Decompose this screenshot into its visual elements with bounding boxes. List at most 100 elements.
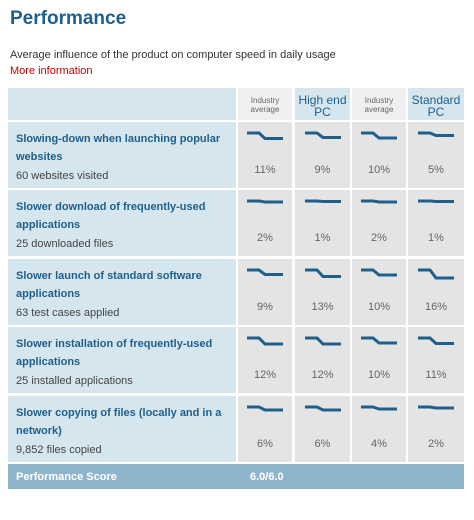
value-cell: 4% [352, 396, 406, 462]
value-cell: 11% [408, 327, 464, 393]
trend-line [304, 199, 341, 203]
trend-line [304, 336, 341, 346]
value-text: 9% [257, 301, 273, 313]
trend-icon [247, 405, 283, 412]
value-text: 5% [428, 164, 444, 176]
value-cell: 2% [352, 190, 406, 256]
row-title: Slower download of frequently-used appli… [16, 201, 206, 231]
row-label-cell: Slowing-down when launching popular webs… [8, 122, 236, 188]
value-text: 2% [371, 232, 387, 244]
trend-line [304, 405, 341, 412]
value-cell: 1% [408, 190, 464, 256]
row-detail: 9,852 files copied [16, 444, 102, 456]
title: Performance [10, 8, 127, 29]
value-text: 4% [371, 438, 387, 450]
row-label-cell: Slower copying of files (locally and in … [8, 396, 236, 462]
trend-line [304, 131, 341, 139]
trend-line [418, 131, 454, 137]
trend-line [247, 336, 283, 346]
trend-icon [418, 268, 454, 280]
row-detail: 25 downloaded files [16, 238, 114, 250]
trend-icon [361, 405, 397, 411]
trend-icon [418, 131, 454, 137]
value-text: 1% [428, 232, 444, 244]
value-text: 10% [367, 369, 391, 381]
row-label-cell: Slower installation of frequently-used a… [8, 327, 236, 393]
trend-line [361, 131, 397, 140]
row-detail: 63 test cases applied [16, 307, 120, 319]
row-label-cell: Slower launch of standard software appli… [8, 259, 236, 325]
trend-icon [247, 131, 283, 140]
value-cell: 2% [408, 396, 464, 462]
row-detail: 60 websites visited [16, 170, 109, 182]
trend-line [418, 336, 454, 345]
value-text: 10% [367, 301, 391, 313]
column-header: Industry average [352, 88, 406, 120]
trend-line [247, 268, 283, 276]
trend-line [361, 268, 397, 277]
trend-line [247, 131, 283, 140]
column-header: Standard PC [408, 88, 464, 120]
value-text: 13% [311, 301, 334, 313]
value-text: 2% [257, 232, 273, 244]
more-info-link[interactable]: More information [10, 65, 93, 77]
value-text: 6% [257, 438, 273, 450]
value-text: 2% [428, 438, 444, 450]
row-title: Slower launch of standard software appli… [16, 270, 202, 300]
value-cell: 9% [238, 259, 292, 325]
trend-icon [418, 405, 454, 410]
value-cell: 13% [295, 259, 350, 325]
score-value: 6.0/6.0 [236, 464, 464, 489]
trend-icon [304, 405, 341, 412]
trend-icon [304, 336, 341, 346]
value-text: 12% [311, 369, 334, 381]
value-cell: 10% [352, 122, 406, 188]
trend-line [418, 268, 454, 280]
trend-line [304, 268, 341, 278]
trend-icon [247, 199, 283, 204]
trend-line [361, 405, 397, 411]
value-cell: 12% [238, 327, 292, 393]
trend-line [247, 199, 283, 204]
value-cell: 1% [295, 190, 350, 256]
value-cell: 10% [352, 259, 406, 325]
header-label-cell [8, 88, 236, 120]
value-cell: 10% [352, 327, 406, 393]
value-cell: 6% [295, 396, 350, 462]
trend-line [418, 405, 454, 410]
value-text: 11% [425, 369, 447, 381]
row-label-cell: Slower download of frequently-used appli… [8, 190, 236, 256]
trend-icon [361, 336, 397, 345]
trend-icon [361, 131, 397, 140]
trend-line [361, 336, 397, 345]
value-cell: 16% [408, 259, 464, 325]
value-cell: 6% [238, 396, 292, 462]
row-title: Slower installation of frequently-used a… [16, 338, 213, 368]
trend-icon [304, 131, 341, 139]
trend-line [418, 199, 454, 203]
value-cell: 2% [238, 190, 292, 256]
score-label: Performance Score [8, 464, 236, 489]
value-text: 12% [253, 369, 277, 381]
trend-icon [361, 268, 397, 277]
trend-icon [247, 268, 283, 276]
value-cell: 11% [238, 122, 292, 188]
trend-line [247, 405, 283, 412]
trend-icon [304, 268, 341, 278]
trend-icon [247, 336, 283, 346]
value-text: 1% [314, 232, 331, 244]
trend-icon [418, 199, 454, 203]
trend-icon [361, 199, 397, 204]
column-header: High end PC [295, 88, 350, 120]
value-cell: 12% [295, 327, 350, 393]
row-detail: 25 installed applications [16, 375, 133, 387]
value-text: 9% [314, 164, 331, 176]
subtitle: Average influence of the product on comp… [10, 49, 336, 61]
value-text: 16% [424, 301, 448, 313]
row-title: Slowing-down when launching popular webs… [16, 133, 221, 163]
trend-icon [304, 199, 341, 203]
value-cell: 9% [295, 122, 350, 188]
trend-icon [418, 336, 454, 345]
value-cell: 5% [408, 122, 464, 188]
